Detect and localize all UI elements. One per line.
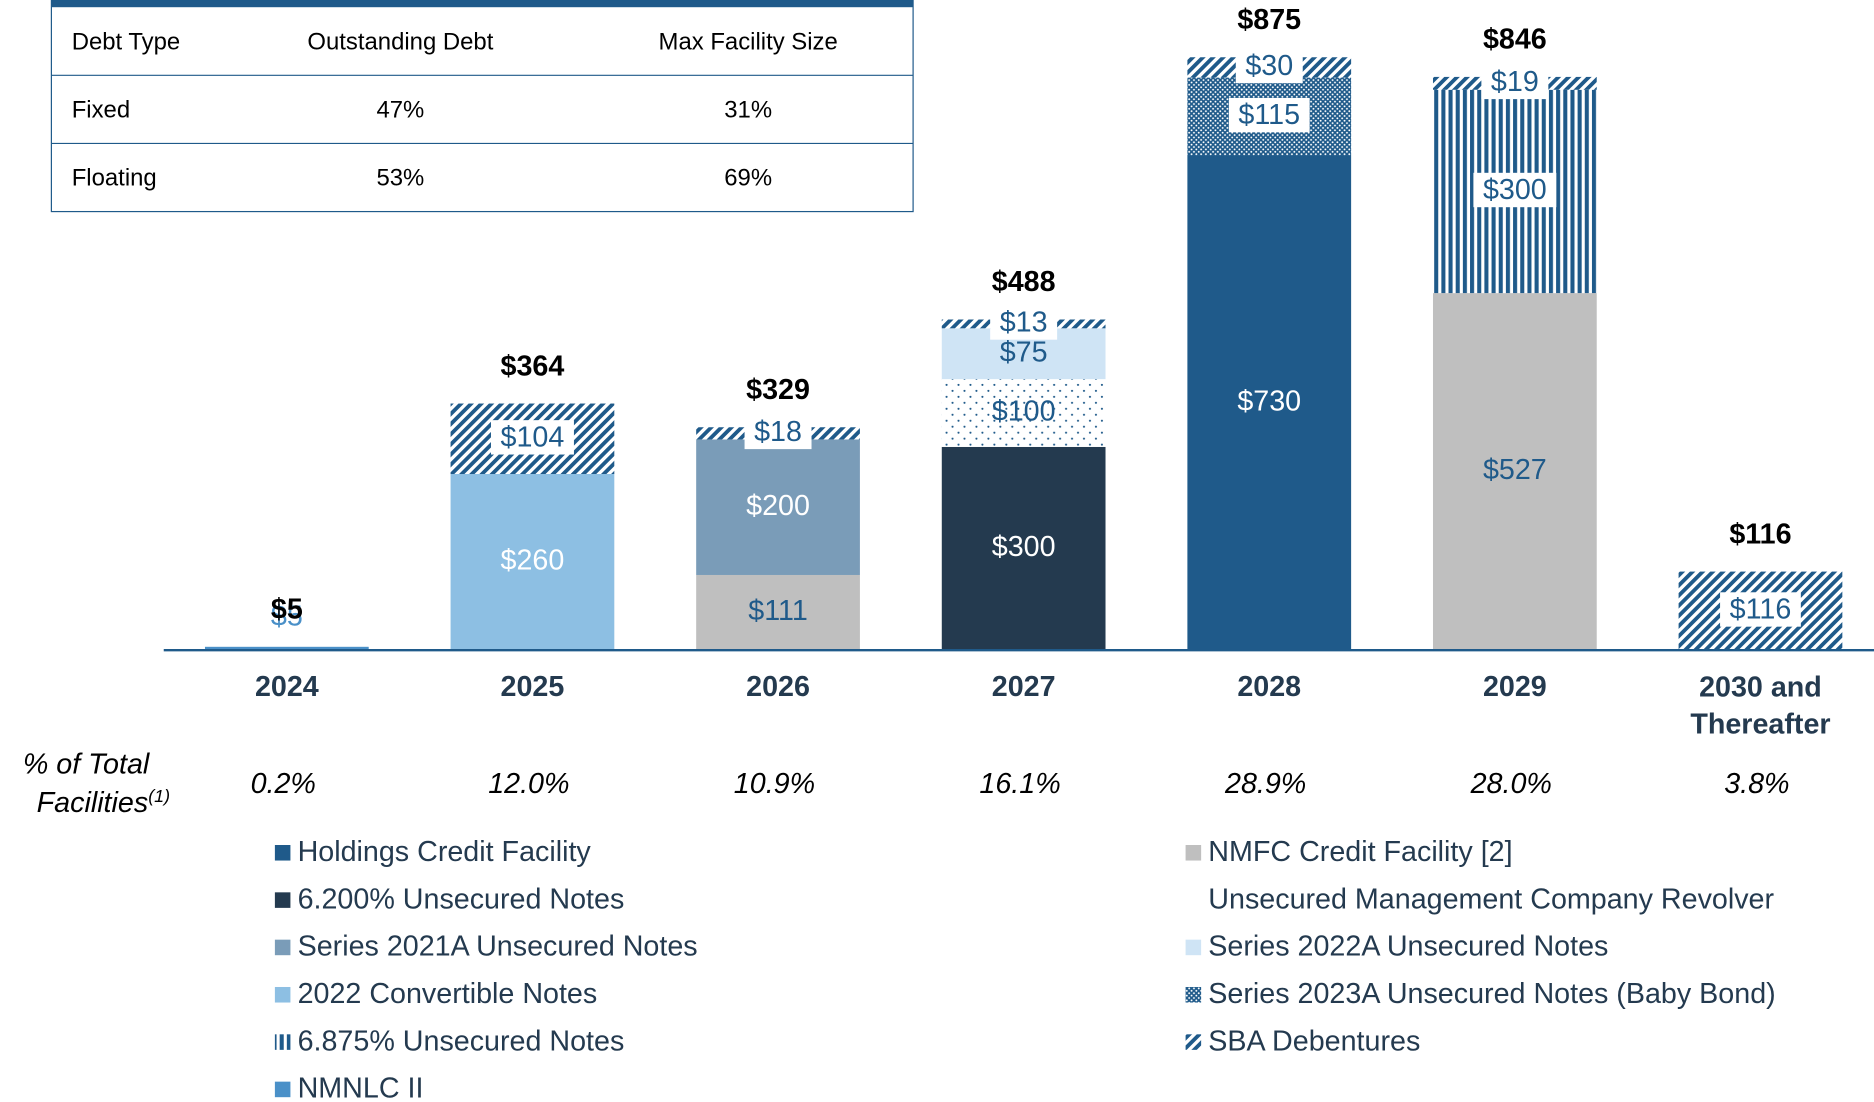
table-cell: 69% [724, 165, 772, 192]
label-box [1228, 97, 1310, 133]
bar-segment [696, 574, 860, 651]
legend-swatch [1185, 986, 1202, 1003]
table-cell: Floating [72, 165, 157, 192]
legend-swatch [274, 892, 291, 908]
value-label: $115 [1238, 99, 1300, 131]
pct-note: (1) [148, 786, 170, 806]
total-label: $875 [1237, 4, 1301, 36]
legend-swatch [274, 1034, 291, 1050]
value-label: $75 [1000, 336, 1048, 368]
legend-label: Series 2022A Unsecured Notes [1208, 931, 1608, 963]
label-box [1235, 48, 1303, 84]
legend-label: SBA Debentures [1208, 1025, 1420, 1057]
value-label: $300 [992, 531, 1056, 563]
x-tick-label: 2027 [992, 671, 1056, 703]
pct-title: Facilities [37, 787, 149, 819]
legend-swatch [1185, 939, 1202, 956]
label-box [490, 420, 574, 455]
table-header: Outstanding Debt [307, 28, 493, 55]
legend-swatch [274, 939, 291, 956]
legend-label: Series 2021A Unsecured Notes [298, 931, 698, 963]
total-label: $116 [1729, 518, 1791, 550]
table-cell: 31% [724, 96, 772, 123]
value-label: $19 [1491, 66, 1539, 98]
legend-label: Holdings Credit Facility [298, 836, 592, 868]
bar-segment [941, 446, 1106, 651]
legend-swatch [274, 1081, 291, 1098]
total-label: $329 [746, 374, 810, 406]
total-label: $5 [271, 594, 303, 626]
legend-swatch [1185, 892, 1202, 908]
value-label: $260 [501, 545, 565, 577]
label-box [744, 414, 812, 450]
bar-segment [1432, 293, 1597, 651]
label-box [1473, 172, 1557, 208]
pct-label: 0.2% [251, 768, 316, 800]
legend-label: 6.875% Unsecured Notes [298, 1025, 625, 1057]
value-label: $527 [1483, 454, 1547, 486]
x-tick-label: 2030 and Thereafter [1690, 671, 1830, 740]
total-label: $488 [992, 266, 1056, 298]
total-label: $846 [1483, 24, 1547, 56]
legend-swatch [274, 845, 291, 861]
x-tick-label: 2024 [255, 671, 319, 703]
value-label: $100 [992, 396, 1056, 428]
legend-label: Unsecured Management Company Revolver [1208, 883, 1774, 915]
table-border [50, 0, 914, 213]
bar-segment [450, 474, 615, 651]
table-top-bar [51, 0, 914, 8]
pct-label: 3.8% [1724, 768, 1789, 800]
legend-label: NMNLC II [298, 1073, 424, 1102]
bar-segment [941, 379, 1106, 447]
debt-table: Debt Type Outstanding Debt Max Facility … [50, 0, 914, 213]
label-box [1720, 592, 1801, 627]
x-tick-label: 2025 [501, 671, 565, 703]
table-cell: 53% [376, 165, 424, 192]
x-tick-label: 2028 [1237, 671, 1301, 703]
legend-label: 6.200% Unsecured Notes [298, 883, 625, 915]
pct-label: 28.9% [1224, 768, 1306, 800]
pct-label: 16.1% [979, 768, 1060, 800]
pct-label: 12.0% [488, 768, 569, 800]
value-label: $5 [271, 601, 303, 633]
total-label: $364 [501, 350, 565, 382]
bar-segment [1187, 155, 1352, 651]
value-label: $730 [1237, 385, 1301, 417]
bar-segment [696, 439, 860, 575]
table-header: Max Facility Size [659, 28, 838, 55]
legend-swatch [1185, 845, 1202, 861]
value-label: $300 [1483, 174, 1547, 206]
x-tick-label: 2029 [1483, 671, 1547, 703]
legend-swatch [274, 986, 291, 1003]
value-label: $111 [748, 595, 808, 627]
label-box [990, 305, 1058, 340]
table-cell: 47% [376, 96, 424, 123]
table-header: Debt Type [72, 28, 180, 55]
label-box [1481, 64, 1549, 100]
legend-label: NMFC Credit Facility [2] [1208, 836, 1512, 868]
table-cell: Fixed [72, 96, 130, 123]
pct-title: % of Total [23, 749, 151, 781]
value-label: $30 [1245, 50, 1293, 82]
x-tick-label: 2026 [746, 671, 810, 703]
value-label: $13 [1000, 306, 1048, 338]
pct-label: 10.9% [734, 768, 815, 800]
legend-label: 2022 Convertible Notes [298, 978, 598, 1010]
legend-swatch [1185, 1034, 1202, 1050]
value-label: $104 [501, 421, 565, 453]
value-label: $116 [1730, 593, 1792, 625]
value-label: $18 [754, 416, 802, 448]
bar-segment [204, 646, 369, 651]
pct-label: 28.0% [1470, 768, 1552, 800]
value-label: $200 [746, 490, 810, 522]
legend-label: Series 2023A Unsecured Notes (Baby Bond) [1208, 978, 1775, 1010]
